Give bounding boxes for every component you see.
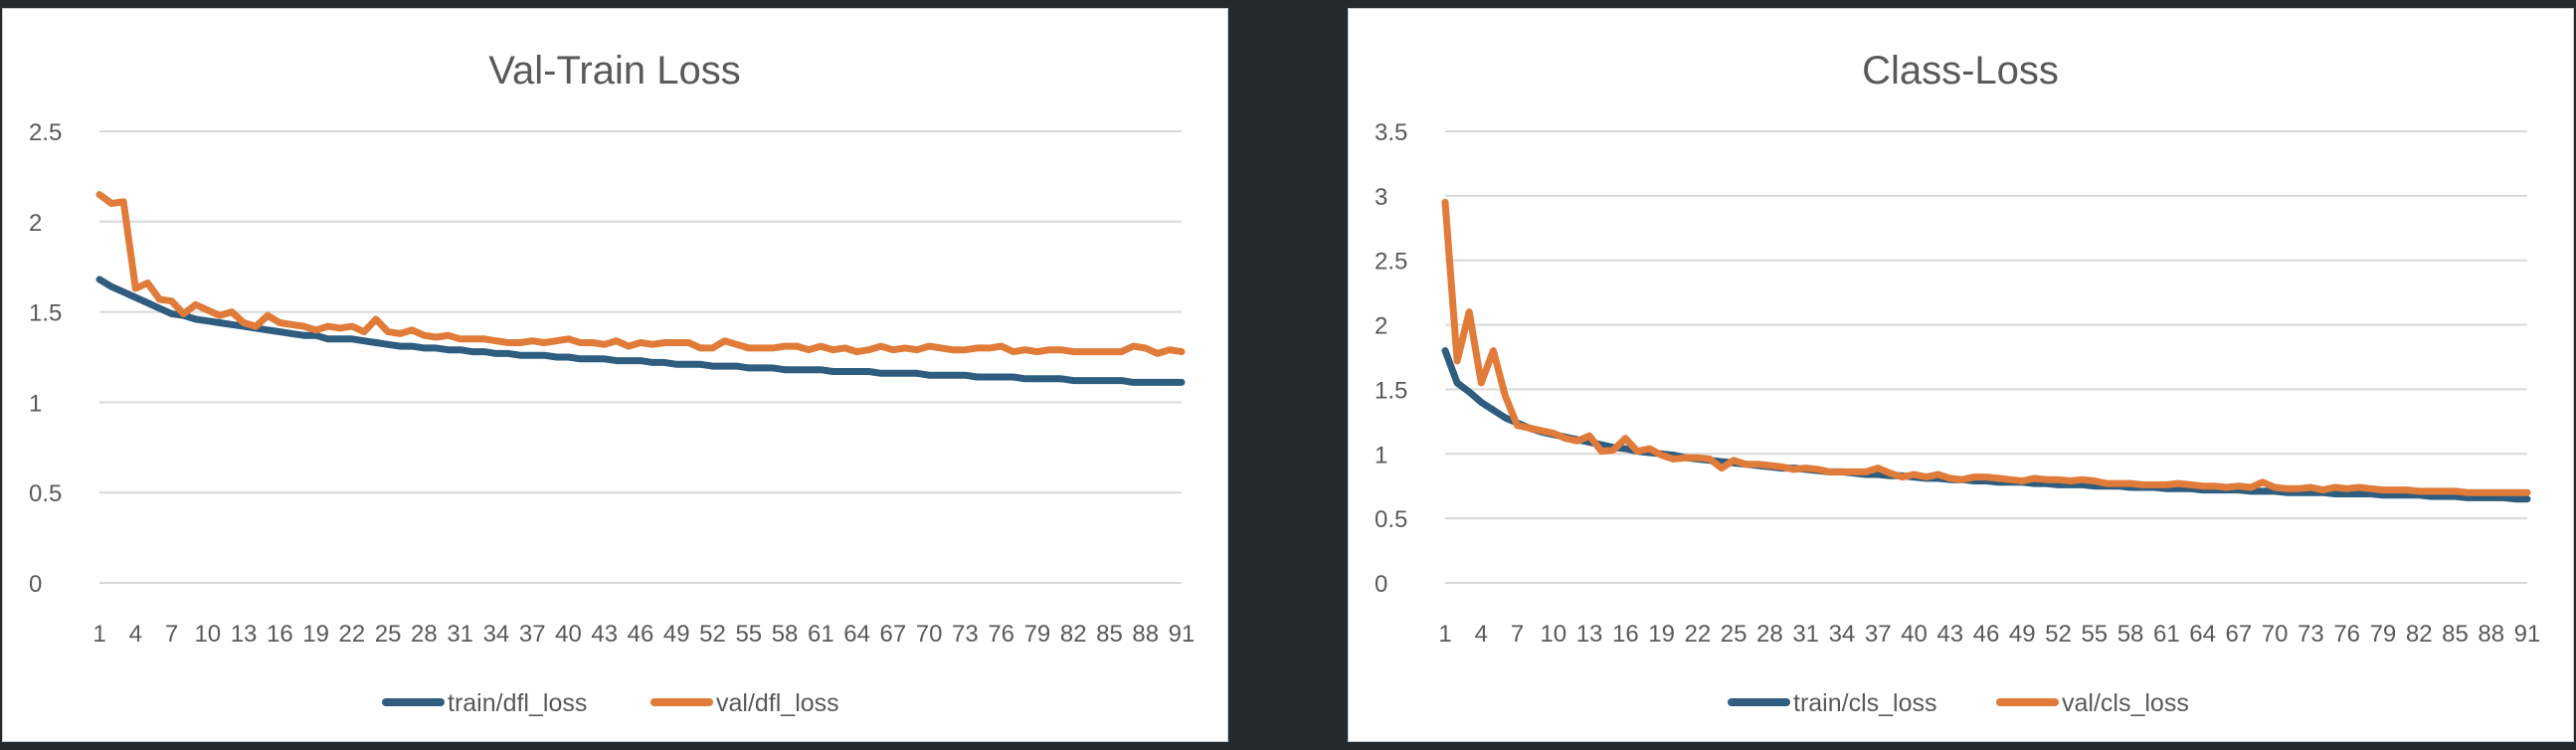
legend-label-train-dfl-loss: train/dfl_loss (448, 689, 587, 717)
x-tick-label: 64 (843, 621, 870, 648)
x-tick-label: 70 (916, 621, 943, 648)
x-tick-label: 64 (2189, 621, 2216, 648)
x-tick-label: 61 (808, 621, 834, 648)
x-tick-label: 58 (2117, 621, 2144, 648)
x-tick-label: 79 (1024, 621, 1051, 648)
x-tick-label: 25 (375, 621, 402, 648)
x-tick-label: 52 (2045, 621, 2072, 648)
y-tick-label: 0 (1375, 571, 1387, 598)
x-tick-label: 16 (1612, 621, 1639, 648)
x-tick-label: 10 (1540, 621, 1566, 648)
x-tick-label: 91 (1169, 621, 1196, 648)
x-tick-label: 49 (2009, 621, 2036, 648)
x-tick-label: 61 (2153, 621, 2180, 648)
x-tick-label: 43 (1936, 621, 1963, 648)
x-tick-label: 1 (1438, 621, 1451, 648)
y-tick-label: 3 (1375, 184, 1387, 211)
x-tick-label: 52 (699, 621, 726, 648)
chart-panel-val-train-loss: Val-Train Loss 0 0.5 1 1.5 2 2.5 1 4 7 10 13 16 19 22 2… (2, 8, 1228, 742)
x-tick-label: 19 (302, 621, 329, 648)
x-tick-label: 31 (447, 621, 473, 648)
x-tick-label: 25 (1721, 621, 1748, 648)
x-tick-label: 70 (2262, 621, 2289, 648)
x-tick-label: 1 (92, 621, 105, 648)
x-tick-label: 22 (1685, 621, 1712, 648)
y-tick-label: 3.5 (1375, 119, 1407, 146)
series-line-val-cls-loss (1441, 198, 2531, 496)
x-tick-label: 85 (1096, 621, 1123, 648)
x-tick-label: 55 (735, 621, 762, 648)
chart-title: Val-Train Loss (488, 49, 740, 93)
x-tick-label: 76 (988, 621, 1014, 648)
y-tick-label: 0.5 (29, 480, 62, 507)
y-tick-label: 1.5 (1375, 377, 1407, 404)
x-tick-label: 4 (1475, 621, 1488, 648)
x-tick-label: 13 (1576, 621, 1603, 648)
x-tick-label: 82 (2406, 621, 2433, 648)
x-tick-label: 7 (165, 621, 178, 648)
x-tick-label: 88 (1132, 621, 1159, 648)
x-tick-label: 37 (1865, 621, 1892, 648)
series-line-train-cls-loss (1441, 347, 2531, 503)
x-tick-label: 76 (2333, 621, 2360, 648)
y-tick-label: 0.5 (1375, 506, 1407, 533)
x-tick-label: 10 (194, 621, 221, 648)
x-tick-label: 28 (411, 621, 438, 648)
legend-label-val-dfl-loss: val/dfl_loss (716, 689, 839, 717)
y-tick-label: 2 (1375, 313, 1387, 340)
x-tick-label: 91 (2514, 621, 2541, 648)
x-tick-label: 37 (519, 621, 546, 648)
x-tick-label: 40 (1901, 621, 1928, 648)
x-tick-label: 16 (267, 621, 293, 648)
x-tick-label: 46 (1973, 621, 2000, 648)
x-tick-label: 22 (339, 621, 366, 648)
chart-title: Class-Loss (1862, 49, 2059, 93)
x-tick-label: 19 (1648, 621, 1675, 648)
y-tick-label: 2 (29, 210, 42, 237)
x-tick-label: 58 (772, 621, 799, 648)
y-tick-label: 1.5 (29, 300, 62, 327)
x-tick-label: 13 (231, 621, 258, 648)
series-line-val-dfl-loss (95, 191, 1186, 357)
legend-label-val-cls-loss: val/cls_loss (2062, 689, 2189, 717)
y-tick-label: 2.5 (1375, 249, 1407, 276)
x-tick-label: 31 (1792, 621, 1819, 648)
x-tick-label: 4 (129, 621, 142, 648)
series-line-train-dfl-loss (95, 276, 1186, 386)
y-tick-label: 1 (1375, 442, 1387, 469)
x-tick-label: 67 (2226, 621, 2253, 648)
x-tick-label: 85 (2442, 621, 2469, 648)
legend: train/cls_loss val/cls_loss (1728, 689, 2189, 717)
x-tick-label: 73 (2298, 621, 2324, 648)
x-tick-label: 46 (628, 621, 654, 648)
x-tick-label: 88 (2478, 621, 2504, 648)
chart-panel-class-loss: Class-Loss 0 0.5 1 1.5 2 2.5 3 3.5 1 4 7 10 13 16 19 22 2… (1348, 8, 2574, 742)
y-tick-label: 0 (29, 571, 42, 598)
y-tick-label: 2.5 (29, 119, 62, 146)
y-tick-label: 1 (29, 390, 42, 417)
x-tick-label: 43 (591, 621, 618, 648)
x-tick-label: 34 (1829, 621, 1856, 648)
x-tick-label: 79 (2370, 621, 2397, 648)
x-tick-label: 55 (2081, 621, 2108, 648)
x-tick-label: 7 (1511, 621, 1524, 648)
x-tick-label: 73 (952, 621, 979, 648)
x-tick-label: 49 (663, 621, 690, 648)
x-tick-label: 34 (483, 621, 510, 648)
x-tick-label: 40 (555, 621, 582, 648)
x-tick-label: 67 (880, 621, 907, 648)
x-tick-label: 82 (1060, 621, 1087, 648)
x-tick-label: 28 (1756, 621, 1783, 648)
legend-label-train-cls-loss: train/cls_loss (1793, 689, 1937, 717)
legend: train/dfl_loss val/dfl_loss (382, 689, 839, 717)
